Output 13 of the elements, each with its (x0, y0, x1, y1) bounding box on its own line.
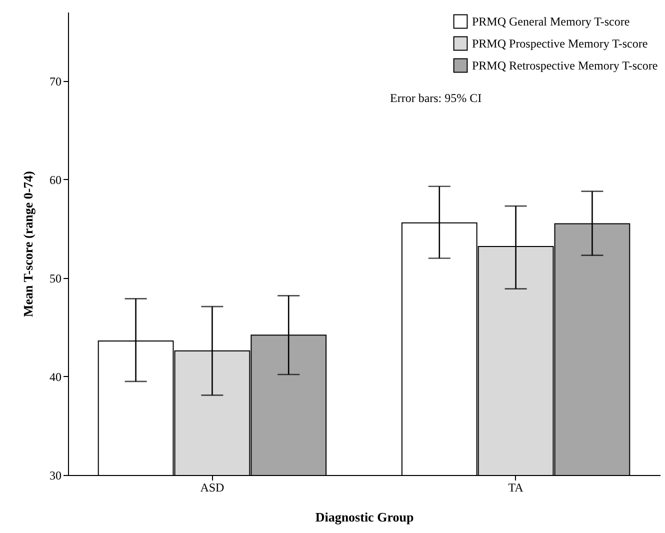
y-axis-title: Mean T-score (range 0-74) (20, 171, 36, 317)
legend-label: PRMQ Retrospective Memory T-score (472, 58, 658, 72)
y-tick-label: 50 (50, 271, 62, 286)
y-tick-label: 30 (50, 468, 62, 482)
y-tick-label: 70 (50, 74, 62, 88)
x-axis-title: Diagnostic Group (315, 510, 414, 524)
x-tick-label: TA (508, 480, 524, 494)
legend-label: PRMQ General Memory T-score (472, 14, 630, 28)
x-tick-label: ASD (200, 480, 225, 494)
y-tick-label: 40 (50, 370, 62, 384)
legend-label: PRMQ Prospective Memory T-score (472, 36, 648, 50)
annotation: Error bars: 95% CI (390, 91, 482, 105)
y-tick-label: 60 (50, 172, 62, 187)
